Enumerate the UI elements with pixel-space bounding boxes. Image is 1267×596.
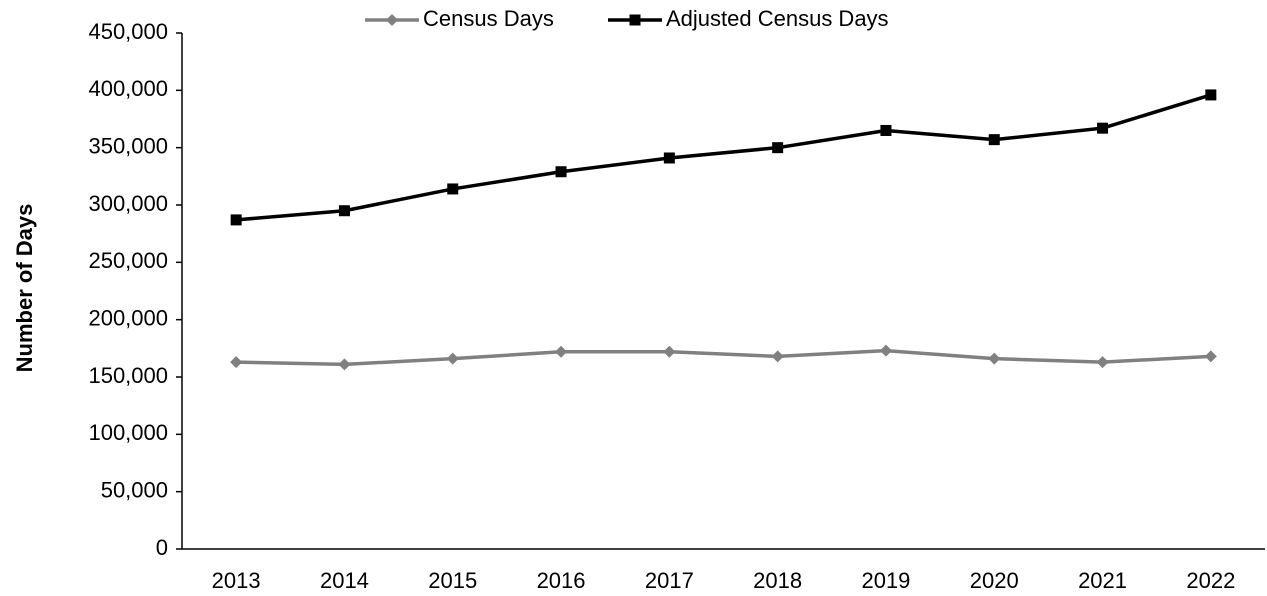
x-tick-label: 2017 [645, 568, 694, 593]
point [230, 356, 243, 369]
point [338, 358, 351, 371]
point [555, 166, 567, 178]
point [555, 345, 568, 358]
point [338, 205, 350, 217]
x-tick-label: 2020 [970, 568, 1019, 593]
point [1205, 89, 1217, 101]
point [880, 124, 892, 136]
point [663, 152, 675, 164]
y-tick-label: 50,000 [101, 477, 168, 502]
y-tick-label: 200,000 [88, 305, 168, 330]
point [663, 345, 676, 358]
point [446, 352, 459, 365]
x-tick-label: 2014 [320, 568, 369, 593]
point [1097, 122, 1109, 134]
legend-marker [386, 14, 398, 26]
y-tick-label: 300,000 [88, 191, 168, 216]
x-tick-label: 2021 [1078, 568, 1127, 593]
legend-marker [629, 14, 641, 26]
y-tick-label: 150,000 [88, 363, 168, 388]
point [988, 352, 1001, 365]
y-tick-label: 400,000 [88, 76, 168, 101]
x-tick-label: 2018 [753, 568, 802, 593]
point [879, 344, 892, 357]
x-tick-label: 2019 [861, 568, 910, 593]
x-tick-label: 2022 [1186, 568, 1235, 593]
y-tick-label: 100,000 [88, 420, 168, 445]
point [230, 214, 242, 226]
y-tick-label: 350,000 [88, 133, 168, 158]
x-tick-label: 2015 [428, 568, 477, 593]
series-line [236, 93, 1212, 222]
y-axis-title: Number of Days [12, 204, 37, 373]
legend-label: Census Days [423, 6, 554, 31]
x-tick-label: 2016 [537, 568, 586, 593]
point [1204, 350, 1217, 363]
y-tick-label: 0 [156, 535, 168, 560]
y-tick-label: 450,000 [88, 19, 168, 44]
point [988, 134, 1000, 146]
point [447, 183, 459, 195]
point [772, 142, 784, 154]
point [771, 350, 784, 363]
series-line [236, 348, 1211, 367]
y-tick-label: 250,000 [88, 248, 168, 273]
legend-label: Adjusted Census Days [666, 6, 889, 31]
x-tick-label: 2013 [212, 568, 261, 593]
point [1096, 356, 1109, 369]
